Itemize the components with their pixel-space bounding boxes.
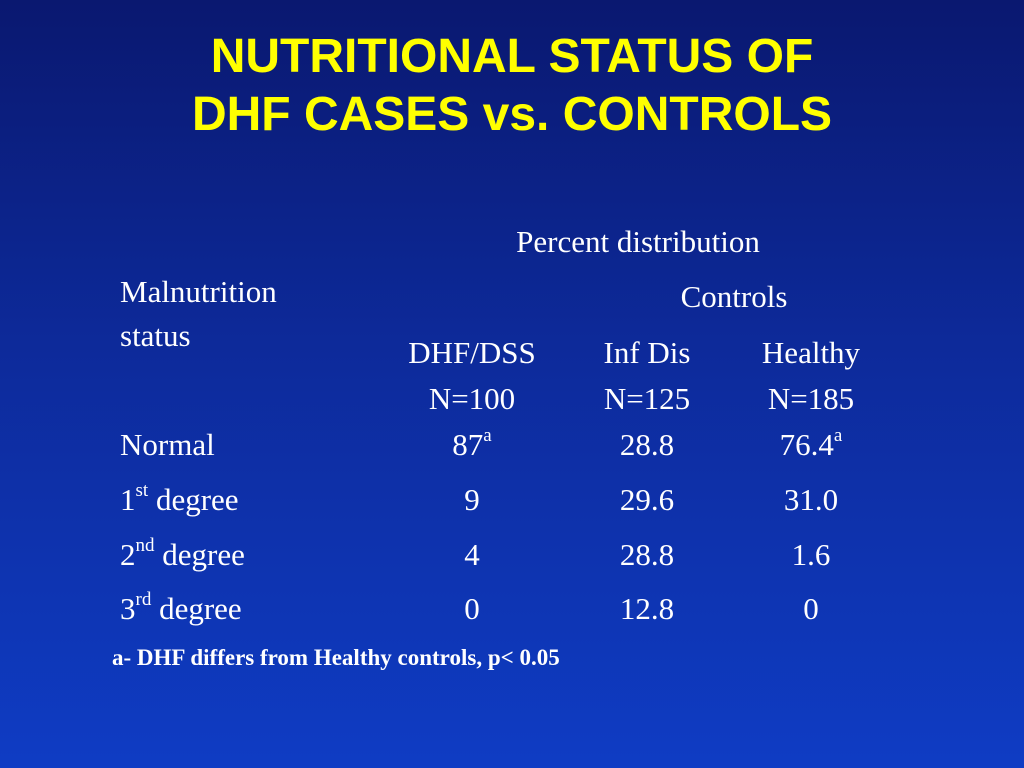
column-header-inf-dis: Inf Dis [603,335,691,370]
cell-2nd-healthy: 1.6 [791,537,831,572]
row-header-line-1: Malnutrition [120,274,277,309]
column-n-inf-dis: N=125 [603,381,691,416]
superscript-a: a [833,424,843,446]
footnote: a- DHF differs from Healthy controls, p<… [112,645,560,670]
cell-normal-healthy: 76.4a [779,424,843,462]
row-label-1st-degree: 1st degree [120,479,239,517]
cell-normal-inf-dis: 28.8 [619,427,675,462]
controls-header: Controls [680,279,788,314]
column-header-dhf-dss: DHF/DSS [408,335,536,370]
cell-3rd-inf-dis: 12.8 [619,591,675,626]
cell-2nd-inf-dis: 28.8 [619,537,675,572]
column-header-healthy: Healthy [761,335,861,370]
column-n-dhf-dss: N=100 [428,381,516,416]
cell-3rd-healthy: 0 [803,591,819,626]
title-line-2: DHF CASES vs. CONTROLS [191,88,833,141]
title-line-1: NUTRITIONAL STATUS OF [210,30,814,83]
cell-normal-dhf-dss: 87a [452,424,492,462]
row-label-normal: Normal [120,427,215,462]
row-label-3rd-degree: 3rd degree [120,588,242,626]
row-label-2nd-degree: 2nd degree [120,534,245,572]
percent-distribution-header: Percent distribution [516,224,760,259]
cell-1st-healthy: 31.0 [783,482,839,517]
column-n-healthy: N=185 [767,381,855,416]
cell-3rd-dhf-dss: 0 [464,591,480,626]
row-header-line-2: status [120,318,191,353]
cell-1st-inf-dis: 29.6 [619,482,675,517]
cell-1st-dhf-dss: 9 [464,482,480,517]
cell-2nd-dhf-dss: 4 [464,537,480,572]
superscript-a: a [483,424,492,446]
slide-title: NUTRITIONAL STATUS OF DHF CASES vs. CONT… [0,28,1024,144]
